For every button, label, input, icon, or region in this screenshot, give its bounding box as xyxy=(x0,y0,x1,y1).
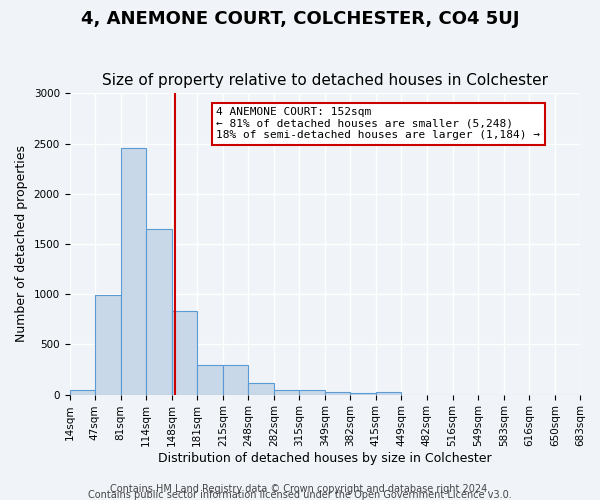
Bar xyxy=(223,366,248,394)
X-axis label: Distribution of detached houses by size in Colchester: Distribution of detached houses by size … xyxy=(158,452,491,465)
Text: 4, ANEMONE COURT, COLCHESTER, CO4 5UJ: 4, ANEMONE COURT, COLCHESTER, CO4 5UJ xyxy=(81,10,519,28)
Bar xyxy=(350,392,376,394)
Bar xyxy=(274,390,299,394)
Bar xyxy=(299,390,325,394)
Bar xyxy=(95,295,121,394)
Bar xyxy=(197,366,223,394)
Title: Size of property relative to detached houses in Colchester: Size of property relative to detached ho… xyxy=(102,73,548,88)
Text: Contains HM Land Registry data © Crown copyright and database right 2024.: Contains HM Land Registry data © Crown c… xyxy=(110,484,490,494)
Bar xyxy=(70,390,95,394)
Text: 4 ANEMONE COURT: 152sqm
← 81% of detached houses are smaller (5,248)
18% of semi: 4 ANEMONE COURT: 152sqm ← 81% of detache… xyxy=(217,107,541,140)
Bar xyxy=(248,383,274,394)
Bar xyxy=(325,392,350,394)
Bar xyxy=(146,229,172,394)
Bar xyxy=(121,148,146,394)
Bar xyxy=(376,392,401,394)
Bar xyxy=(172,311,197,394)
Y-axis label: Number of detached properties: Number of detached properties xyxy=(15,146,28,342)
Text: Contains public sector information licensed under the Open Government Licence v3: Contains public sector information licen… xyxy=(88,490,512,500)
